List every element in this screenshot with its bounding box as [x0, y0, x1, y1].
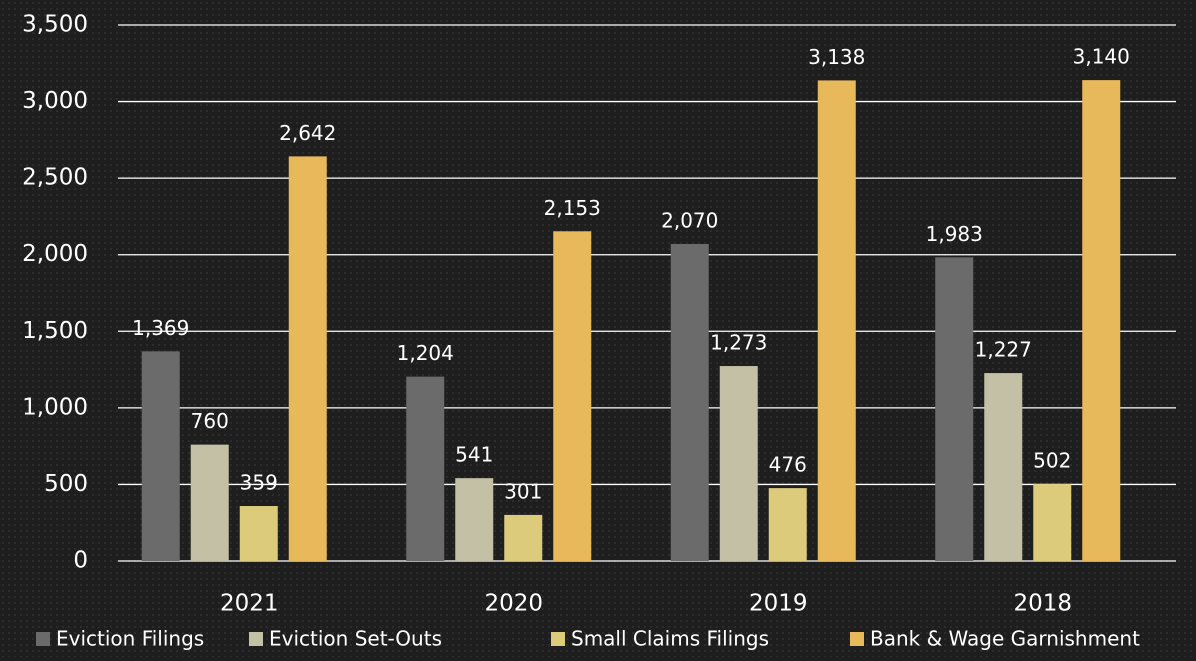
bar: [504, 514, 543, 561]
legend-label: Small Claims Filings: [571, 627, 769, 651]
legend-label: Eviction Set-Outs: [269, 627, 442, 651]
bar: [455, 478, 494, 561]
bar: [768, 488, 807, 561]
data-label: 2,070: [661, 208, 718, 232]
x-tick-label: 2021: [220, 591, 279, 617]
bar: [190, 444, 229, 561]
y-tick-label: 0: [73, 548, 88, 574]
legend-swatch: [850, 632, 864, 646]
y-tick-label: 2,000: [22, 241, 88, 267]
bar: [553, 231, 592, 561]
bar: [935, 257, 974, 561]
y-tick-label: 500: [44, 471, 88, 497]
data-label: 359: [240, 471, 278, 495]
data-label: 1,369: [132, 316, 189, 340]
data-label: 1,273: [710, 331, 767, 355]
data-label: 541: [455, 443, 493, 467]
bar: [817, 80, 856, 561]
data-label: 1,983: [926, 222, 983, 246]
bar: [984, 373, 1023, 561]
data-label: 1,204: [397, 341, 454, 365]
data-label: 3,140: [1073, 45, 1130, 69]
data-label: 3,138: [808, 45, 865, 69]
legend-label: Eviction Filings: [56, 627, 204, 651]
legend-swatch: [36, 632, 50, 646]
data-label: 301: [504, 479, 542, 503]
x-tick-label: 2019: [749, 591, 808, 617]
legend-label: Bank & Wage Garnishment: [870, 627, 1140, 651]
y-tick-label: 1,500: [22, 318, 88, 344]
bar: [719, 366, 758, 561]
data-label: 502: [1033, 449, 1071, 473]
data-label: 2,153: [544, 196, 601, 220]
data-label: 2,642: [279, 121, 336, 145]
bar: [239, 506, 278, 561]
bar: [670, 243, 709, 561]
bar: [1082, 80, 1121, 561]
y-tick-label: 3,500: [22, 12, 88, 38]
legend-swatch: [551, 632, 565, 646]
data-label: 476: [769, 453, 807, 477]
x-tick-label: 2020: [484, 591, 543, 617]
bar: [406, 376, 445, 561]
bar: [1033, 484, 1072, 561]
data-label: 760: [191, 409, 229, 433]
y-tick-label: 1,000: [22, 394, 88, 420]
x-tick-label: 2018: [1013, 591, 1072, 617]
bar: [288, 156, 327, 561]
bar: [141, 351, 180, 561]
y-tick-label: 2,500: [22, 165, 88, 191]
legend-swatch: [249, 632, 263, 646]
y-tick-label: 3,000: [22, 88, 88, 114]
data-label: 1,227: [975, 338, 1032, 362]
